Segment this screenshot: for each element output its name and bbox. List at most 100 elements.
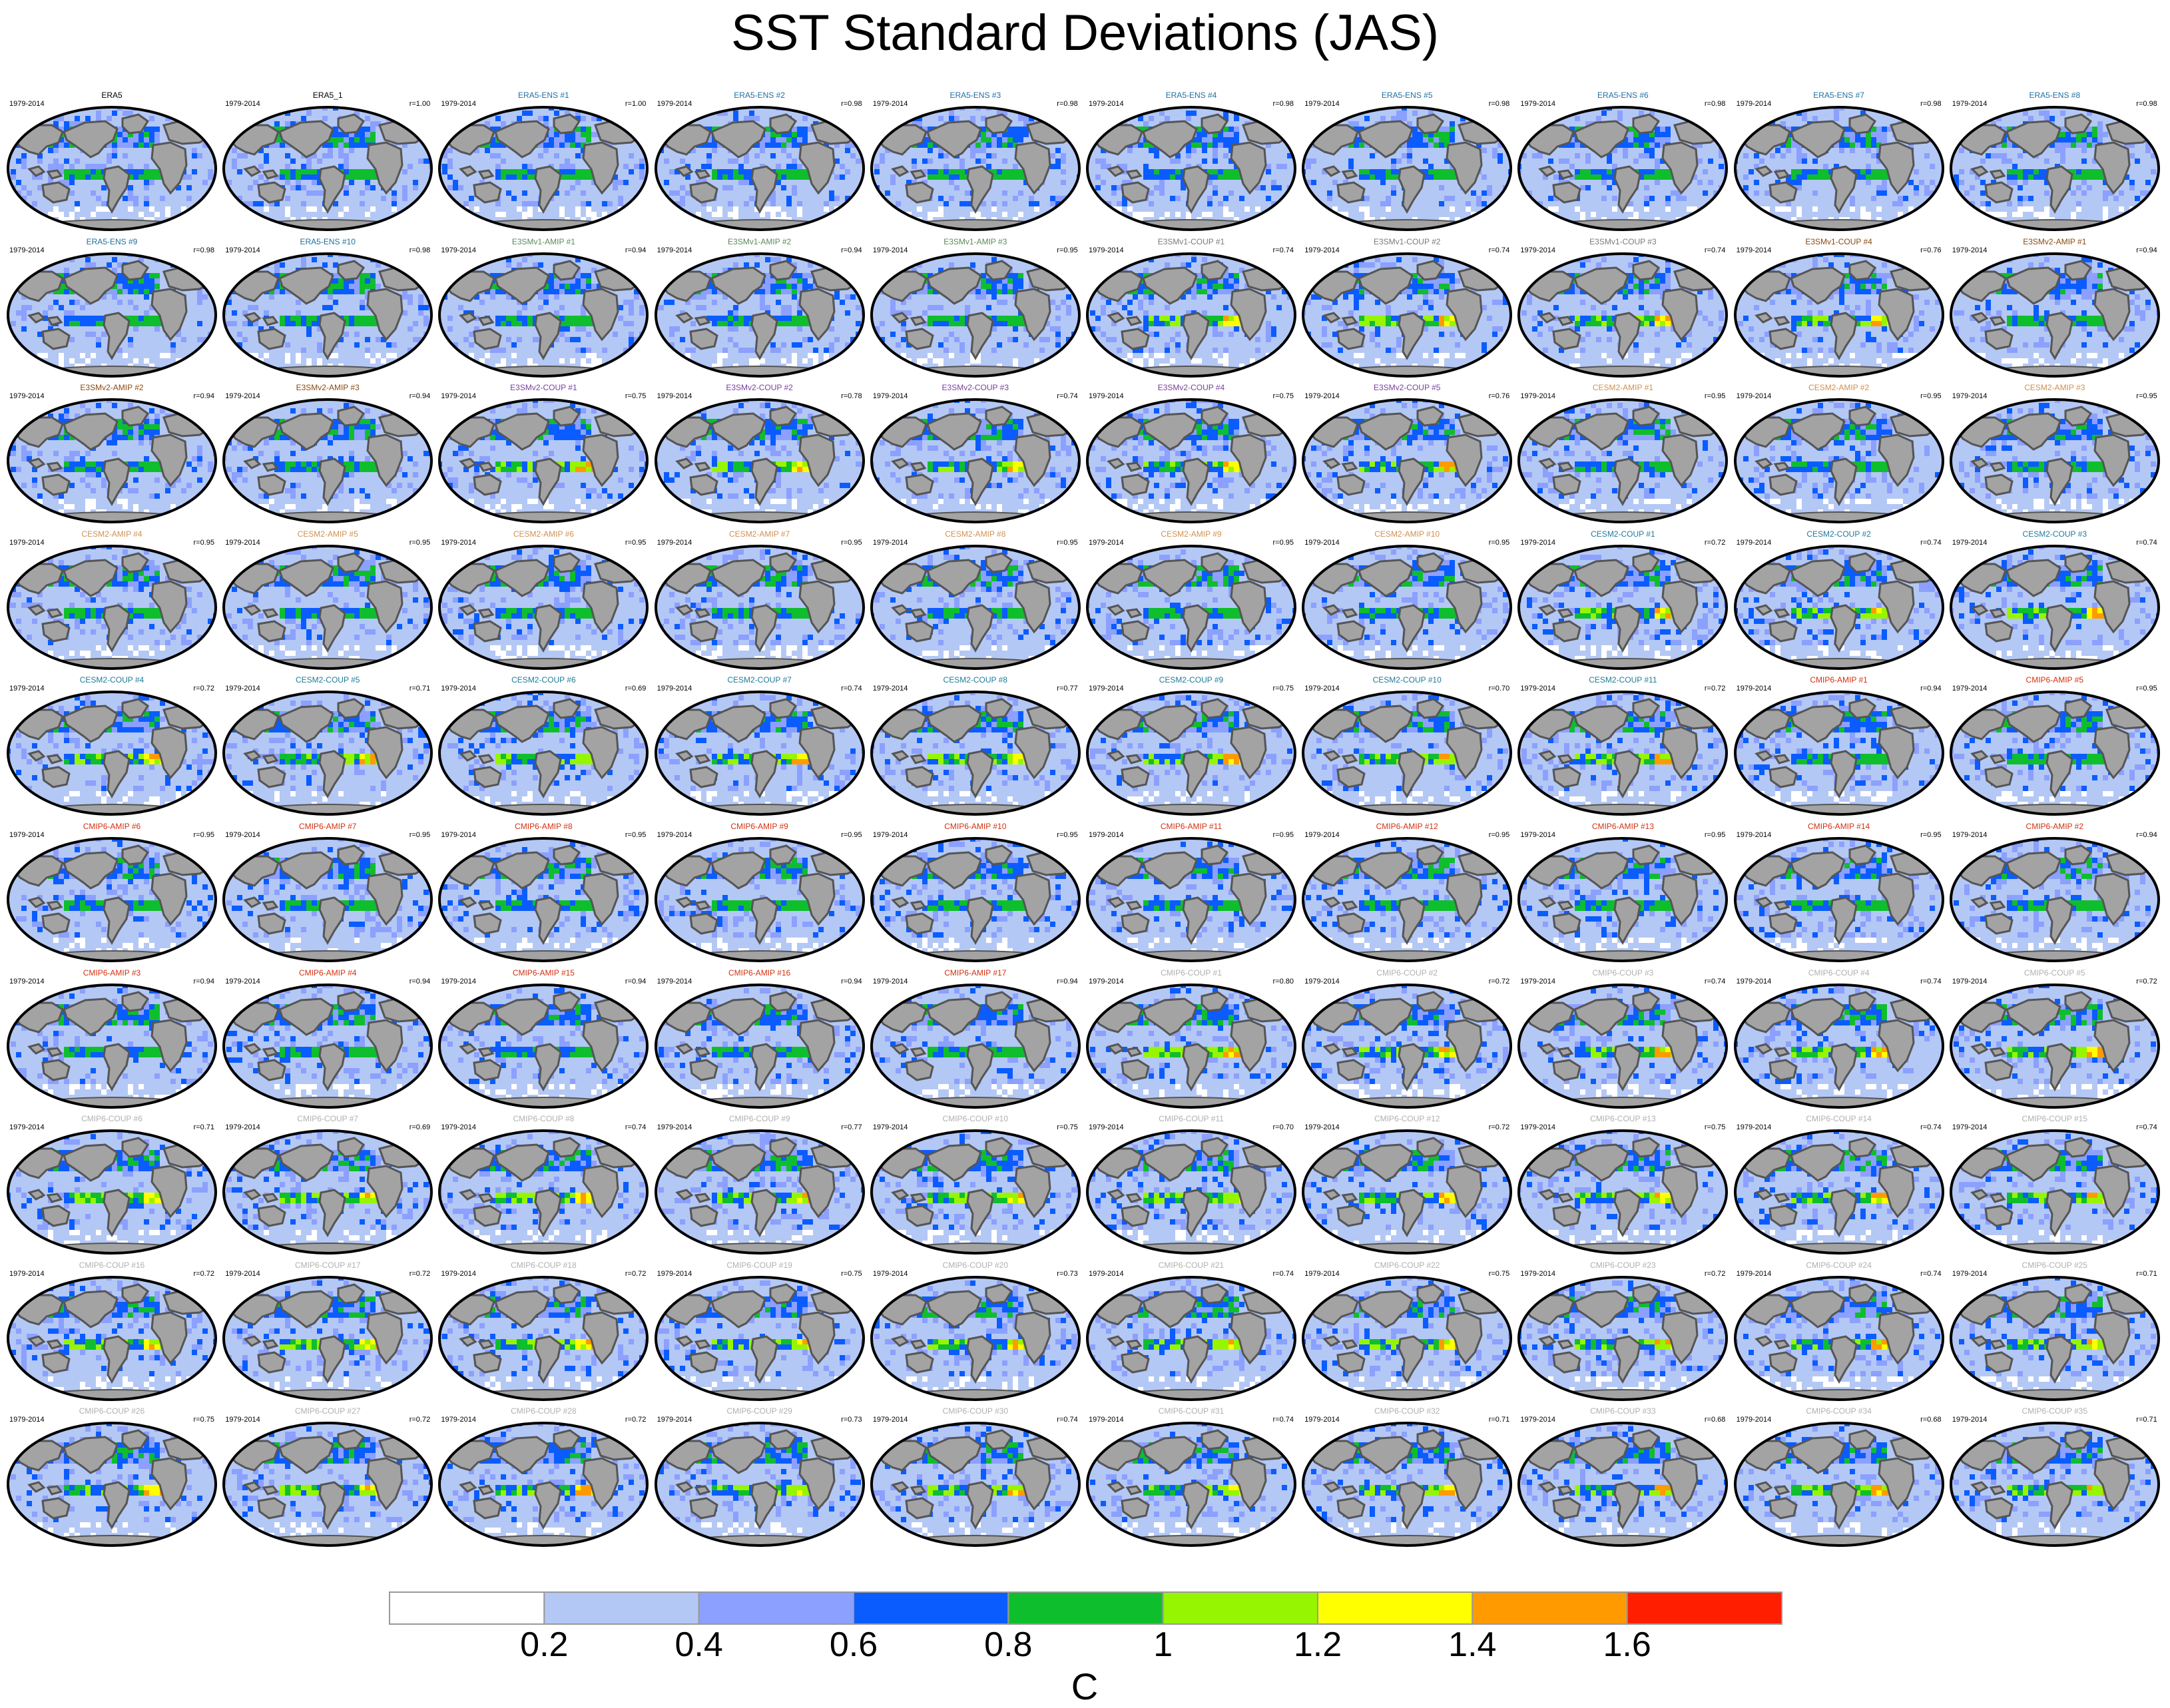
sst-cell bbox=[792, 164, 797, 169]
sst-cell bbox=[1386, 174, 1391, 180]
sst-cell bbox=[1013, 321, 1018, 326]
sst-cell bbox=[856, 121, 861, 127]
sst-cell bbox=[1487, 185, 1492, 190]
sst-cell bbox=[890, 252, 896, 257]
sst-cell bbox=[338, 148, 344, 153]
sst-cell bbox=[874, 217, 880, 222]
sst-cell bbox=[770, 342, 776, 348]
sst-cell bbox=[16, 310, 21, 316]
sst-cell bbox=[1402, 116, 1407, 121]
sst-cell bbox=[1655, 158, 1660, 164]
sst-cell bbox=[1914, 185, 1919, 190]
sst-cell bbox=[91, 332, 96, 337]
sst-cell bbox=[285, 174, 290, 180]
sst-cell bbox=[792, 316, 797, 321]
sst-cell bbox=[554, 153, 559, 158]
sst-cell bbox=[618, 212, 623, 217]
sst-cell bbox=[1908, 222, 1914, 228]
sst-cell bbox=[96, 116, 101, 121]
sst-cell bbox=[834, 294, 840, 300]
sst-cell bbox=[501, 348, 506, 353]
sst-cell bbox=[133, 305, 138, 310]
sst-cell bbox=[1802, 174, 1807, 180]
sst-cell bbox=[170, 348, 176, 353]
sst-cell bbox=[296, 353, 301, 358]
sst-cell bbox=[144, 289, 149, 294]
sst-cell bbox=[1812, 206, 1818, 212]
sst-cell bbox=[586, 127, 591, 132]
sst-cell bbox=[1159, 190, 1165, 196]
sst-cell bbox=[117, 278, 123, 284]
sst-cell bbox=[2039, 169, 2044, 174]
sst-cell bbox=[1681, 222, 1687, 228]
sst-cell bbox=[680, 222, 685, 228]
sst-cell bbox=[296, 321, 301, 326]
sst-cell bbox=[128, 337, 133, 342]
sst-cell bbox=[527, 316, 533, 321]
sst-cell bbox=[181, 364, 186, 369]
sst-cell bbox=[413, 111, 418, 116]
sst-cell bbox=[1980, 222, 1986, 228]
sst-cell bbox=[27, 364, 32, 369]
sst-cell bbox=[413, 262, 418, 268]
sst-cell bbox=[242, 369, 248, 374]
sst-cell bbox=[675, 217, 680, 222]
sst-cell bbox=[123, 142, 128, 148]
sst-cell bbox=[675, 222, 680, 228]
sst-cell bbox=[21, 164, 27, 169]
sst-cell bbox=[818, 374, 824, 378]
sst-cell bbox=[1090, 222, 1095, 228]
sst-cell bbox=[575, 316, 581, 321]
sst-cell bbox=[744, 321, 749, 326]
sst-cell bbox=[885, 252, 890, 257]
sst-cell bbox=[1860, 142, 1866, 148]
sst-cell bbox=[760, 148, 765, 153]
sst-cell bbox=[933, 305, 938, 310]
sst-cell bbox=[1407, 148, 1412, 153]
sst-cell bbox=[933, 316, 938, 321]
sst-cell bbox=[221, 278, 226, 284]
sst-cell bbox=[360, 132, 365, 137]
sst-cell bbox=[1959, 169, 1964, 174]
sst-cell bbox=[586, 212, 591, 217]
sst-cell bbox=[2081, 148, 2087, 153]
sst-cell bbox=[232, 132, 237, 137]
sst-cell bbox=[664, 121, 669, 127]
sst-cell bbox=[447, 116, 453, 121]
sst-cell bbox=[653, 364, 659, 369]
sst-cell bbox=[429, 212, 434, 217]
sst-cell bbox=[949, 174, 954, 180]
sst-cell bbox=[597, 252, 602, 257]
sst-cell bbox=[123, 153, 128, 158]
sst-cell bbox=[629, 153, 634, 158]
sst-cell bbox=[2028, 196, 2034, 201]
sst-cell bbox=[549, 278, 554, 284]
sst-cell bbox=[1655, 228, 1660, 232]
sst-map bbox=[1300, 105, 1513, 232]
sst-cell bbox=[1497, 222, 1503, 228]
sst-cell bbox=[1671, 190, 1676, 196]
sst-cell bbox=[664, 353, 669, 358]
sst-cell bbox=[69, 358, 75, 364]
sst-cell bbox=[75, 316, 80, 321]
sst-cell bbox=[181, 337, 186, 342]
sst-cell bbox=[1959, 180, 1964, 185]
sst-cell bbox=[797, 127, 802, 132]
sst-cell bbox=[1071, 284, 1077, 289]
sst-cell bbox=[543, 289, 549, 294]
sst-cell bbox=[869, 201, 874, 206]
sst-cell bbox=[813, 222, 818, 228]
sst-cell bbox=[792, 190, 797, 196]
sst-cell bbox=[365, 105, 370, 111]
sst-cell bbox=[354, 342, 360, 348]
sst-cell bbox=[1759, 158, 1764, 164]
sst-cell bbox=[1418, 137, 1423, 142]
sst-cell bbox=[933, 321, 938, 326]
sst-cell bbox=[559, 332, 565, 337]
sst-cell bbox=[149, 321, 154, 326]
sst-cell bbox=[1090, 196, 1095, 201]
sst-cell bbox=[1260, 185, 1266, 190]
